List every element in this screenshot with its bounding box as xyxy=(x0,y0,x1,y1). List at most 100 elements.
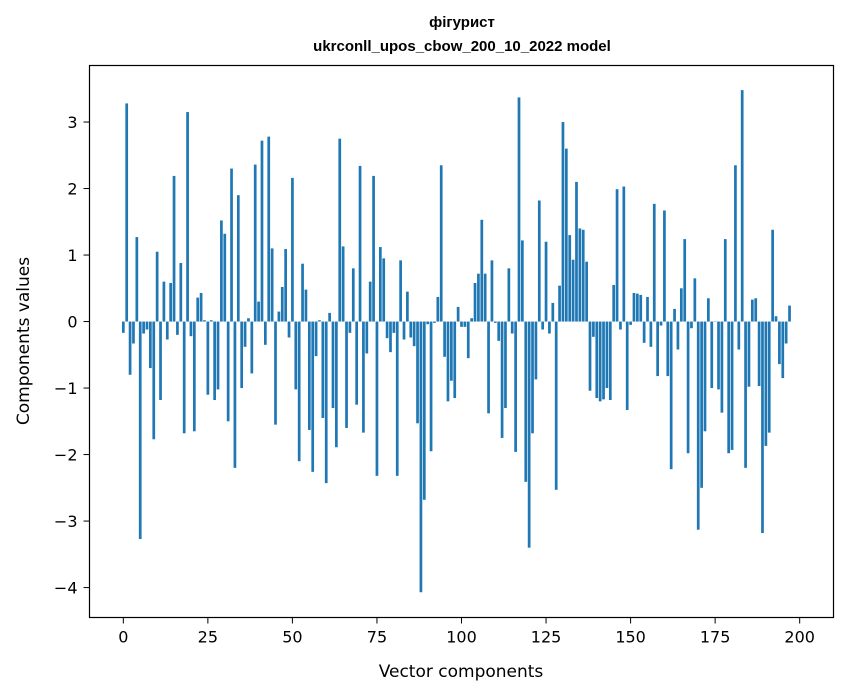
x-tick-label: 175 xyxy=(700,628,731,647)
bar xyxy=(203,320,206,322)
bar xyxy=(686,321,690,454)
x-tick-label: 125 xyxy=(531,628,562,647)
bar xyxy=(375,321,379,476)
bar xyxy=(639,294,643,322)
bar xyxy=(355,321,359,405)
bar xyxy=(625,321,629,410)
bar xyxy=(294,321,298,390)
bar xyxy=(510,321,514,334)
bar xyxy=(406,291,409,322)
bar xyxy=(605,321,609,389)
bar xyxy=(727,321,731,454)
bar xyxy=(199,292,203,322)
bar xyxy=(636,293,639,322)
bar xyxy=(348,321,352,333)
bar xyxy=(669,321,673,470)
bar xyxy=(581,229,585,322)
bar xyxy=(493,321,497,323)
y-tick-label: 1 xyxy=(67,246,77,265)
bar xyxy=(548,321,551,334)
bar xyxy=(466,321,470,359)
bar xyxy=(450,321,453,381)
y-tick-label: −1 xyxy=(54,379,78,398)
bar xyxy=(365,321,369,354)
bar xyxy=(436,296,440,322)
bar xyxy=(571,259,575,322)
bar xyxy=(395,321,399,476)
x-tick-label: 50 xyxy=(282,628,302,647)
bar xyxy=(710,321,714,389)
bar xyxy=(446,321,450,402)
bar xyxy=(176,321,179,335)
bar xyxy=(358,165,362,322)
bar xyxy=(429,321,433,452)
y-tick-label: −2 xyxy=(54,446,78,465)
bar xyxy=(135,237,139,322)
bar xyxy=(243,321,247,347)
bar xyxy=(216,321,220,390)
bar xyxy=(679,288,683,322)
bar xyxy=(683,239,687,322)
y-tick-label: 2 xyxy=(67,180,77,199)
bar xyxy=(351,268,355,322)
bar xyxy=(385,321,389,339)
bar xyxy=(192,321,196,432)
bar xyxy=(453,321,457,399)
bar xyxy=(426,321,430,325)
bar xyxy=(301,263,304,322)
bar xyxy=(747,321,751,387)
bar xyxy=(470,318,473,322)
bar xyxy=(145,321,149,330)
bar xyxy=(744,321,747,468)
bar xyxy=(189,321,193,337)
y-axis-label: Components values xyxy=(14,257,34,425)
bar xyxy=(206,321,210,395)
bar xyxy=(287,321,291,338)
bar xyxy=(307,321,311,430)
bar xyxy=(155,251,159,322)
bar xyxy=(311,321,315,472)
x-tick-label: 100 xyxy=(446,628,477,647)
bar xyxy=(652,203,656,322)
bar xyxy=(196,297,200,322)
bar xyxy=(656,321,659,377)
bar xyxy=(324,321,328,484)
bar xyxy=(659,321,663,326)
bar xyxy=(707,298,710,322)
bar xyxy=(372,175,375,322)
bar xyxy=(223,233,227,322)
bar xyxy=(260,140,264,322)
x-tick-label: 200 xyxy=(784,628,815,647)
y-tick-label: 0 xyxy=(67,313,77,332)
bar xyxy=(422,321,426,500)
bar xyxy=(720,321,724,413)
bar xyxy=(321,321,325,418)
bar xyxy=(788,305,791,322)
bar xyxy=(575,181,578,322)
bar xyxy=(784,321,788,344)
bar xyxy=(534,321,538,380)
bar xyxy=(274,321,277,425)
bar xyxy=(619,321,622,330)
bar xyxy=(734,165,737,322)
bar xyxy=(761,321,764,534)
x-axis-label: Vector components xyxy=(379,662,544,682)
bar xyxy=(443,321,446,357)
bar xyxy=(460,321,463,327)
bar xyxy=(507,268,511,322)
bar xyxy=(382,258,386,322)
bar xyxy=(314,321,318,357)
bar xyxy=(632,292,636,322)
bar xyxy=(409,321,413,338)
bar xyxy=(165,321,169,340)
bar xyxy=(750,299,754,322)
bar xyxy=(253,164,257,322)
bar xyxy=(490,260,494,322)
bar xyxy=(172,175,176,322)
bar xyxy=(629,321,632,325)
y-tick-label: −3 xyxy=(54,512,78,531)
bar xyxy=(578,228,582,322)
bar xyxy=(280,286,284,322)
bar xyxy=(585,261,588,322)
